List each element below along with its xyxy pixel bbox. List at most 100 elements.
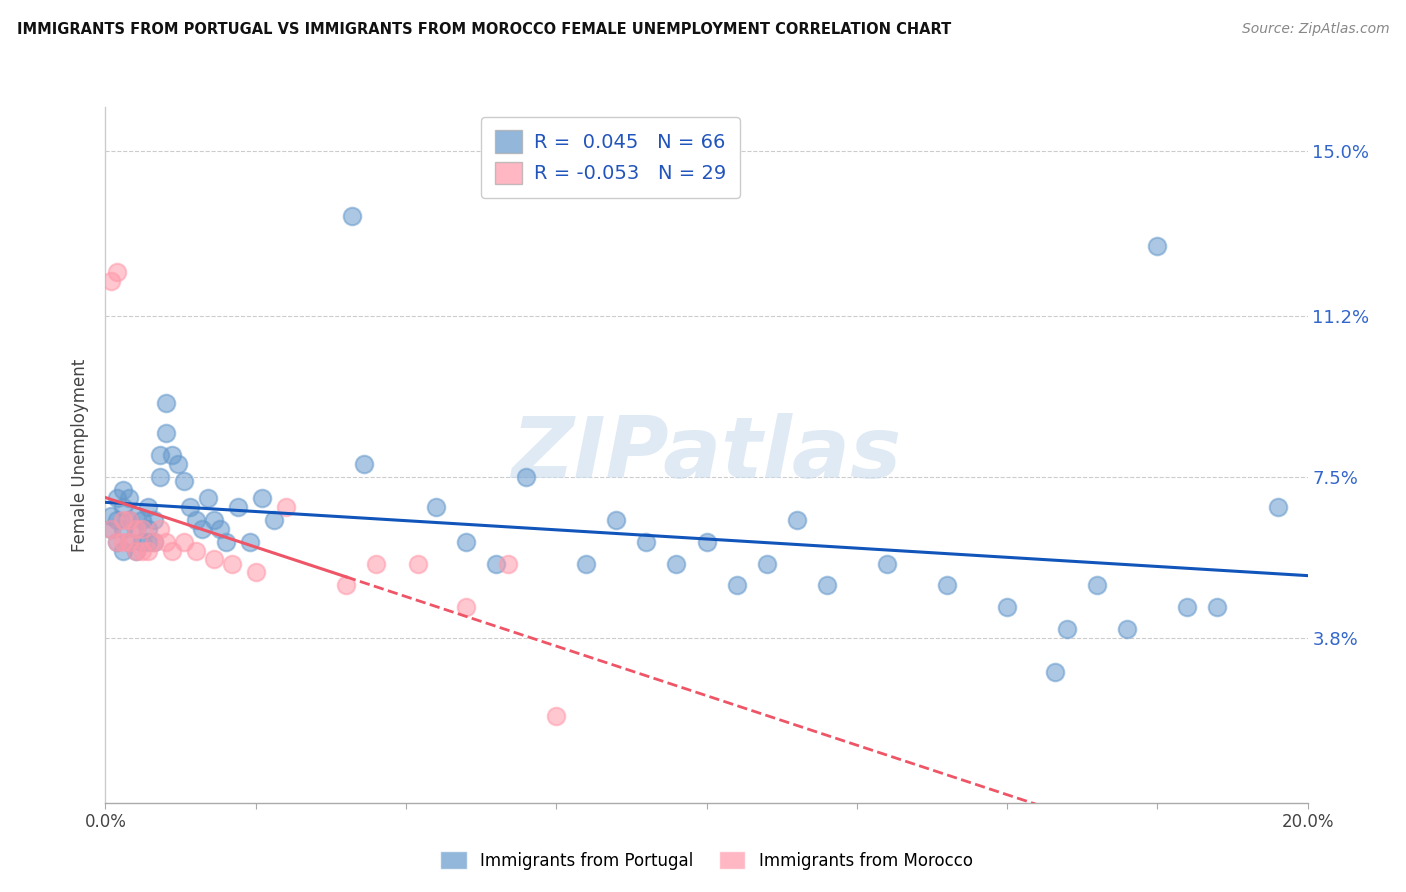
- Point: [197, 491, 219, 506]
- Point: [142, 535, 165, 549]
- Point: [142, 535, 165, 549]
- Point: [124, 543, 146, 558]
- Y-axis label: Female Unemployment: Female Unemployment: [72, 359, 90, 551]
- Point: [1116, 622, 1139, 636]
- Point: [340, 209, 363, 223]
- Point: [136, 535, 159, 549]
- Point: [107, 535, 129, 549]
- Point: [755, 557, 778, 571]
- Text: Source: ZipAtlas.com: Source: ZipAtlas.com: [1241, 22, 1389, 37]
- Point: [155, 426, 177, 441]
- Point: [263, 513, 285, 527]
- Point: [876, 557, 898, 571]
- Point: [485, 557, 508, 571]
- Point: [112, 522, 135, 536]
- Point: [202, 552, 225, 566]
- Point: [124, 522, 146, 536]
- Point: [1267, 500, 1289, 514]
- Point: [166, 457, 188, 471]
- Point: [107, 265, 129, 279]
- Point: [815, 578, 838, 592]
- Point: [786, 513, 808, 527]
- Point: [936, 578, 959, 592]
- Point: [515, 469, 537, 483]
- Point: [160, 448, 183, 462]
- Point: [1056, 622, 1078, 636]
- Point: [636, 535, 658, 549]
- Point: [124, 522, 146, 536]
- Point: [184, 543, 207, 558]
- Point: [124, 543, 146, 558]
- Text: IMMIGRANTS FROM PORTUGAL VS IMMIGRANTS FROM MOROCCO FEMALE UNEMPLOYMENT CORRELAT: IMMIGRANTS FROM PORTUGAL VS IMMIGRANTS F…: [17, 22, 950, 37]
- Point: [250, 491, 273, 506]
- Point: [665, 557, 688, 571]
- Point: [142, 513, 165, 527]
- Point: [335, 578, 357, 592]
- Point: [160, 543, 183, 558]
- Point: [1175, 600, 1198, 615]
- Point: [118, 513, 141, 527]
- Point: [221, 557, 243, 571]
- Point: [725, 578, 748, 592]
- Point: [118, 513, 141, 527]
- Text: ZIPatlas: ZIPatlas: [512, 413, 901, 497]
- Legend: Immigrants from Portugal, Immigrants from Morocco: Immigrants from Portugal, Immigrants fro…: [432, 843, 981, 878]
- Point: [112, 500, 135, 514]
- Point: [107, 491, 129, 506]
- Point: [1146, 239, 1168, 253]
- Point: [124, 508, 146, 523]
- Point: [1206, 600, 1229, 615]
- Point: [118, 535, 141, 549]
- Point: [131, 535, 153, 549]
- Point: [575, 557, 598, 571]
- Point: [496, 557, 519, 571]
- Point: [239, 535, 262, 549]
- Point: [406, 557, 429, 571]
- Point: [226, 500, 249, 514]
- Point: [1043, 665, 1066, 680]
- Point: [100, 522, 122, 536]
- Point: [425, 500, 447, 514]
- Point: [118, 491, 141, 506]
- Point: [136, 543, 159, 558]
- Point: [100, 508, 122, 523]
- Point: [364, 557, 387, 571]
- Point: [112, 483, 135, 497]
- Point: [112, 543, 135, 558]
- Point: [454, 535, 477, 549]
- Point: [155, 396, 177, 410]
- Point: [155, 535, 177, 549]
- Point: [696, 535, 718, 549]
- Point: [214, 535, 236, 549]
- Point: [112, 535, 135, 549]
- Point: [118, 535, 141, 549]
- Point: [245, 566, 267, 580]
- Point: [274, 500, 297, 514]
- Point: [131, 522, 153, 536]
- Point: [112, 513, 135, 527]
- Point: [148, 448, 170, 462]
- Point: [100, 274, 122, 288]
- Point: [202, 513, 225, 527]
- Point: [136, 500, 159, 514]
- Point: [173, 535, 195, 549]
- Point: [136, 522, 159, 536]
- Point: [605, 513, 627, 527]
- Point: [173, 474, 195, 488]
- Point: [353, 457, 375, 471]
- Point: [131, 543, 153, 558]
- Point: [184, 513, 207, 527]
- Point: [100, 522, 122, 536]
- Point: [546, 708, 568, 723]
- Point: [454, 600, 477, 615]
- Point: [208, 522, 231, 536]
- Point: [107, 535, 129, 549]
- Point: [148, 469, 170, 483]
- Point: [148, 522, 170, 536]
- Point: [190, 522, 212, 536]
- Point: [131, 513, 153, 527]
- Point: [1085, 578, 1108, 592]
- Point: [107, 513, 129, 527]
- Point: [179, 500, 201, 514]
- Point: [995, 600, 1018, 615]
